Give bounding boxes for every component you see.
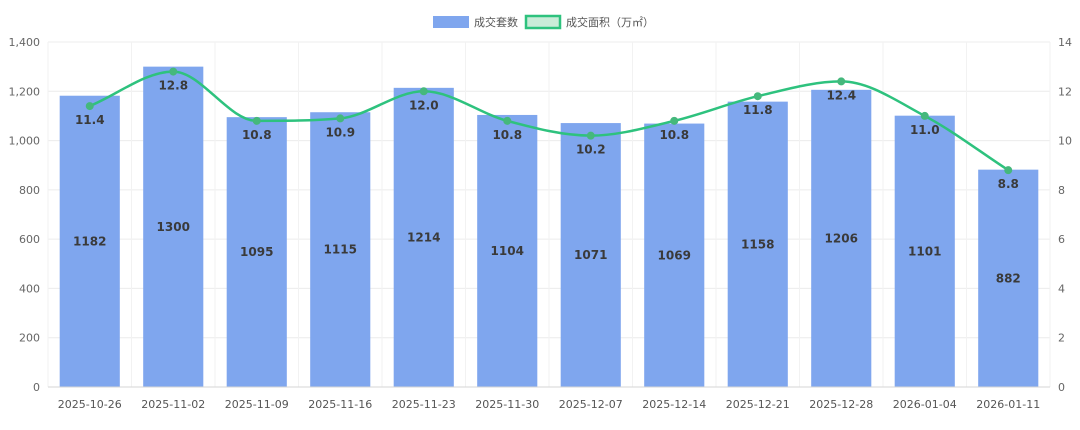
line-value-label: 12.4 bbox=[826, 88, 856, 102]
legend-label-line: 成交面积（万㎡） bbox=[566, 15, 654, 29]
line-point bbox=[252, 116, 261, 125]
y-right-tick-label: 4 bbox=[1058, 282, 1065, 295]
bar bbox=[393, 87, 454, 387]
x-tick-label: 2025-11-23 bbox=[392, 398, 456, 411]
bar bbox=[477, 114, 538, 387]
x-tick-label: 2025-12-21 bbox=[726, 398, 790, 411]
x-tick-label: 2025-12-28 bbox=[809, 398, 873, 411]
line-point bbox=[670, 116, 679, 125]
bar bbox=[310, 112, 371, 387]
bar-value-label: 1115 bbox=[324, 243, 357, 257]
line-value-label: 8.8 bbox=[998, 177, 1019, 191]
x-tick-label: 2025-11-09 bbox=[225, 398, 289, 411]
line-point bbox=[920, 111, 929, 120]
y-right-tick-label: 6 bbox=[1058, 233, 1065, 246]
bar bbox=[59, 95, 120, 387]
line-point bbox=[169, 67, 178, 76]
line-point bbox=[837, 77, 846, 86]
y-left-tick-label: 800 bbox=[19, 184, 40, 197]
bar bbox=[727, 101, 788, 387]
bar bbox=[226, 117, 287, 388]
y-left-tick-label: 0 bbox=[33, 381, 40, 394]
bar bbox=[644, 123, 705, 387]
line-point bbox=[85, 102, 94, 111]
bar bbox=[811, 89, 872, 388]
y-right-tick-label: 0 bbox=[1058, 381, 1065, 394]
y-left-tick-label: 1,400 bbox=[9, 36, 41, 49]
line-value-label: 10.2 bbox=[576, 143, 606, 157]
data-labels: 1182 1300 1095 1115 1214 1104 1071 1069 1158 1206… bbox=[73, 79, 1021, 286]
line-point bbox=[336, 114, 345, 123]
bar-value-label: 1095 bbox=[240, 245, 273, 259]
bar bbox=[143, 66, 204, 388]
x-tick-label: 2025-10-26 bbox=[58, 398, 122, 411]
line-value-label: 11.4 bbox=[75, 113, 105, 127]
line-value-label: 11.0 bbox=[910, 123, 940, 137]
bar bbox=[978, 169, 1039, 387]
x-tick-label: 2025-12-14 bbox=[642, 398, 706, 411]
bar bbox=[560, 123, 621, 387]
bar-value-label: 1206 bbox=[825, 231, 858, 245]
bar-value-label: 1182 bbox=[73, 234, 106, 248]
line-point bbox=[753, 92, 762, 101]
bar-series bbox=[59, 66, 1039, 388]
line-value-label: 10.9 bbox=[325, 125, 355, 139]
legend-swatch-line bbox=[524, 14, 562, 30]
y-left-tick-label: 200 bbox=[19, 332, 40, 345]
bar-value-label: 1101 bbox=[908, 244, 941, 258]
y-right-tick-label: 2 bbox=[1058, 332, 1065, 345]
legend: 成交套数 成交面积（万㎡） bbox=[433, 14, 654, 30]
grid-lines bbox=[47, 41, 1051, 388]
y-left-tick-label: 400 bbox=[19, 282, 40, 295]
line-point bbox=[503, 116, 512, 125]
line-value-label: 11.8 bbox=[743, 103, 773, 117]
line-point bbox=[586, 131, 595, 140]
bar-value-label: 1071 bbox=[574, 248, 607, 262]
line-value-label: 10.8 bbox=[242, 128, 272, 142]
line-value-label: 12.0 bbox=[409, 98, 439, 112]
x-tick-label: 2026-01-11 bbox=[976, 398, 1040, 411]
bar-value-label: 1104 bbox=[491, 244, 524, 258]
y-right-tick-label: 12 bbox=[1058, 85, 1072, 98]
legend-label-bar: 成交套数 bbox=[474, 15, 518, 29]
line-value-label: 12.8 bbox=[158, 79, 188, 93]
bar bbox=[894, 115, 955, 388]
line-point bbox=[1004, 166, 1013, 175]
y-left-tick-label: 1,000 bbox=[9, 135, 41, 148]
legend-swatch-bar bbox=[433, 16, 469, 28]
line-value-label: 10.8 bbox=[492, 128, 522, 142]
bar-value-label: 1214 bbox=[407, 230, 440, 244]
line-path bbox=[89, 70, 1009, 172]
bar-value-label: 1069 bbox=[658, 248, 691, 262]
x-tick-label: 2025-11-16 bbox=[308, 398, 372, 411]
y-right-tick-label: 10 bbox=[1058, 135, 1072, 148]
x-tick-label: 2025-11-02 bbox=[141, 398, 205, 411]
x-tick-label: 2025-11-30 bbox=[475, 398, 539, 411]
bar-value-label: 1300 bbox=[157, 220, 190, 234]
axes: 02004006008001,0001,2001,400024681012142… bbox=[9, 36, 1073, 411]
y-right-tick-label: 14 bbox=[1058, 36, 1072, 49]
y-left-tick-label: 1,200 bbox=[9, 85, 41, 98]
line-series bbox=[85, 67, 1013, 175]
x-tick-label: 2026-01-04 bbox=[893, 398, 957, 411]
line-value-label: 10.8 bbox=[659, 128, 689, 142]
line-point bbox=[419, 87, 428, 96]
bar-value-label: 882 bbox=[996, 271, 1021, 285]
y-right-tick-label: 8 bbox=[1058, 184, 1065, 197]
y-left-tick-label: 600 bbox=[19, 233, 40, 246]
x-tick-label: 2025-12-07 bbox=[559, 398, 623, 411]
bar-value-label: 1158 bbox=[741, 237, 774, 251]
